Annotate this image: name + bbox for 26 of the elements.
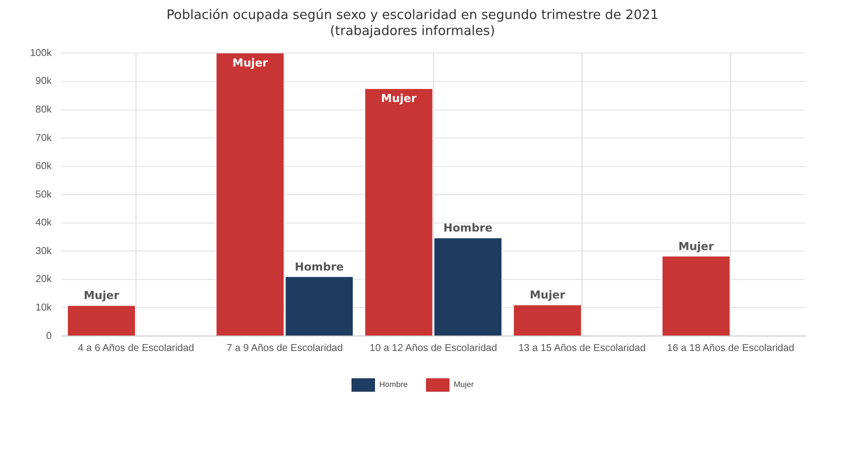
legend-label: Hombre [379, 380, 408, 390]
y-tick-label: 90k [36, 76, 53, 88]
y-tick-label: 30k [36, 246, 53, 257]
chart-title: Población ocupada según sexo y escolaridad en segundo trimestre de 2021 (trabajadores informales) [166, 8, 658, 39]
x-tick-label: 4 a 6 Años de Escolaridad [78, 342, 194, 354]
legend-label: Mujer [454, 380, 474, 390]
data-label: Hombre [443, 222, 492, 235]
data-label: Hombre [294, 260, 344, 274]
y-tick-label: 100k [30, 48, 53, 59]
data-label: Mujer [84, 289, 120, 302]
y-tick-label: 40k [36, 218, 53, 229]
x-tick-label: 16 a 18 Años de Escolaridad [667, 342, 794, 354]
y-tick-label: 50k [36, 189, 53, 200]
x-tick-label: 10 a 12 Años de Escolaridad [370, 342, 498, 354]
y-tick-label: 0 [46, 330, 52, 342]
x-tick-label: 13 a 15 Años de Escolaridad [518, 342, 646, 354]
y-tick-label: 60k [36, 161, 53, 172]
data-label: Mujer [381, 92, 418, 106]
y-tick-label: 20k [36, 274, 53, 286]
x-tick-label: 7 a 9 Años de Escolaridad [226, 342, 343, 354]
y-tick-label: 70k [36, 132, 53, 144]
data-label: Mujer [232, 56, 268, 70]
data-label: Mujer [530, 288, 566, 302]
data-label: Mujer [678, 240, 714, 253]
y-tick-label: 80k [36, 104, 53, 116]
y-tick-label: 10k [36, 302, 53, 314]
